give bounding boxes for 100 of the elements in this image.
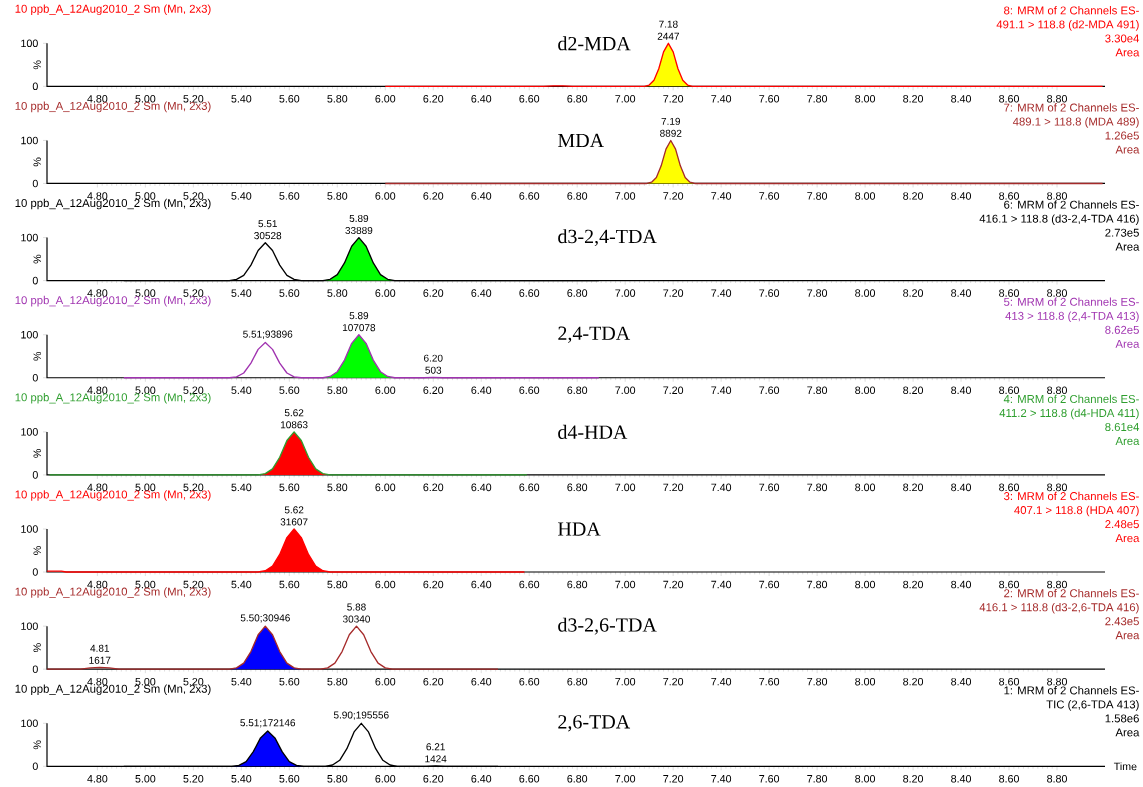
x-tick-label: 6.60 bbox=[519, 677, 540, 686]
chart-subtitle: HDA bbox=[558, 522, 601, 536]
x-tick-label: 8.60 bbox=[999, 386, 1020, 395]
x-tick-label: 5.60 bbox=[279, 580, 300, 589]
x-tick-label: 8.80 bbox=[1047, 677, 1067, 686]
text: Area bbox=[1115, 631, 1140, 640]
x-tick-label: 4.80 bbox=[87, 677, 108, 686]
x-tick-label: 5.40 bbox=[231, 580, 252, 589]
x-tick-label: 7.80 bbox=[807, 483, 828, 492]
y-tick-label: 100 bbox=[21, 428, 38, 436]
text: 407.1 > 118.8 (HDA 407) bbox=[1014, 505, 1139, 517]
x-tick-label: 7.00 bbox=[615, 775, 636, 783]
y-axis-title: % bbox=[33, 449, 41, 458]
x-tick-label: 7.20 bbox=[663, 289, 684, 297]
annotation: 5.62 bbox=[284, 409, 304, 417]
annotation: 5.51 bbox=[258, 220, 277, 228]
annotation: 5.50;30946 bbox=[240, 614, 290, 623]
x-tick-label: 6.40 bbox=[471, 677, 492, 686]
annotation: 30340 bbox=[342, 615, 370, 623]
chart-title: 10 ppb_A_12Aug2010_2 Sm (Mn, 2x3) bbox=[15, 4, 211, 15]
x-tick-label: 7.60 bbox=[759, 386, 780, 395]
x-tick-label: 8.00 bbox=[855, 580, 876, 589]
x-tick-label: 8.40 bbox=[951, 580, 972, 589]
x-tick-label: 7.60 bbox=[759, 677, 780, 686]
x-tick-label: 7.20 bbox=[663, 775, 684, 783]
x-tick-label: 5.20 bbox=[183, 483, 204, 492]
x-tick-label: 6.40 bbox=[471, 192, 492, 200]
y-axis-title: % bbox=[33, 157, 41, 167]
text: Area bbox=[1115, 437, 1140, 445]
x-tick-label: 6.00 bbox=[375, 483, 396, 492]
chart-title: 10 ppb_A_12Aug2010_2 Sm (Mn, 2x3) bbox=[15, 490, 211, 501]
x-tick-label: 8.20 bbox=[903, 580, 924, 589]
text: 7: MRM of 2 Channels ES- bbox=[1004, 103, 1139, 112]
annotation: 5.90;195556 bbox=[333, 711, 389, 720]
text: 4: MRM of 2 Channels ES- bbox=[1003, 394, 1139, 403]
chart-subtitle: d4-HDA bbox=[558, 424, 628, 439]
x-tick-label: 5.40 bbox=[231, 677, 252, 686]
x-tick-label: 7.00 bbox=[615, 192, 636, 200]
annotation: 6.21 bbox=[426, 743, 445, 751]
x-tick-label: 5.40 bbox=[231, 775, 252, 783]
y-tick-label: 0 bbox=[32, 82, 38, 91]
x-tick-label: 5.80 bbox=[327, 775, 348, 783]
x-tick-label: 5.80 bbox=[327, 483, 348, 492]
text: 8.62e5 bbox=[1105, 325, 1139, 334]
y-tick-label: 100 bbox=[21, 39, 38, 48]
x-tick-label: 8.40 bbox=[951, 95, 972, 103]
y-tick-label: 100 bbox=[21, 719, 38, 728]
x-tick-label: 7.80 bbox=[807, 289, 828, 297]
chart-subtitle: MDA bbox=[558, 133, 604, 148]
x-tick-label: 4.80 bbox=[87, 289, 108, 297]
x-tick-label: 8.60 bbox=[999, 483, 1020, 492]
x-tick-label: 5.40 bbox=[231, 386, 252, 395]
x-tick-label: 5.60 bbox=[279, 192, 300, 200]
text: 2.48e5 bbox=[1105, 520, 1139, 529]
x-tick-label: 5.40 bbox=[231, 95, 252, 103]
text: 416.1 > 118.8 (d3-2,6-TDA 416) bbox=[979, 602, 1139, 614]
text: 5: MRM of 2 Channels ES- bbox=[1004, 297, 1139, 306]
annotation: 5.89 bbox=[349, 312, 369, 320]
x-tick-label: 5.80 bbox=[327, 386, 348, 395]
text: 2.73e5 bbox=[1105, 228, 1139, 237]
annotation: 33889 bbox=[345, 226, 373, 235]
x-tick-label: 6.00 bbox=[375, 677, 396, 686]
text: 491.1 > 118.8 (d2-MDA 491) bbox=[996, 20, 1139, 31]
chart-title: 10 ppb_A_12Aug2010_2 Sm (Mn, 2x3) bbox=[15, 393, 211, 404]
annotation: 31607 bbox=[280, 518, 308, 526]
chart-subtitle: d3-2,6-TDA bbox=[558, 617, 657, 635]
y-tick-label: 0 bbox=[32, 762, 38, 771]
x-tick-label: 7.40 bbox=[711, 580, 732, 589]
x-tick-label: 8.40 bbox=[951, 677, 972, 686]
x-tick-label: 7.60 bbox=[759, 775, 780, 783]
x-tick-label: 5.20 bbox=[183, 580, 204, 589]
x-tick-label: 8.20 bbox=[903, 386, 924, 395]
text: 413 > 118.8 (2,4-TDA 413) bbox=[1005, 311, 1139, 323]
x-tick-label: 4.80 bbox=[87, 580, 108, 589]
text: Area bbox=[1115, 48, 1140, 57]
text: Area bbox=[1115, 242, 1140, 251]
y-axis-title: % bbox=[33, 351, 41, 361]
x-tick-label: 6.00 bbox=[375, 289, 396, 297]
x-tick-label: 6.80 bbox=[567, 677, 588, 686]
y-tick-label: 0 bbox=[32, 568, 38, 576]
text: Area bbox=[1115, 339, 1140, 348]
x-tick-label: 5.20 bbox=[183, 192, 204, 200]
annotation: 6.20 bbox=[424, 354, 443, 362]
x-tick-label: 6.60 bbox=[519, 483, 540, 492]
x-tick-label: 4.80 bbox=[87, 95, 108, 103]
x-tick-label: 6.20 bbox=[423, 386, 444, 395]
x-tick-label: 4.80 bbox=[87, 192, 108, 200]
y-tick-label: 100 bbox=[21, 525, 38, 533]
x-tick-label: 7.00 bbox=[615, 289, 636, 297]
y-tick-label: 100 bbox=[21, 136, 38, 145]
annotation: 1617 bbox=[89, 656, 111, 664]
annotation: 1424 bbox=[425, 755, 447, 763]
x-tick-label: 7.20 bbox=[663, 677, 684, 686]
x-tick-label: 5.00 bbox=[135, 95, 156, 103]
x-tick-label: 5.60 bbox=[279, 289, 300, 297]
x-tick-label: 5.60 bbox=[279, 483, 300, 492]
x-tick-label: 8.40 bbox=[951, 483, 972, 492]
x-tick-label: 7.40 bbox=[711, 677, 732, 686]
text: 3.30e4 bbox=[1105, 34, 1140, 43]
x-tick-label: 7.80 bbox=[807, 580, 828, 589]
